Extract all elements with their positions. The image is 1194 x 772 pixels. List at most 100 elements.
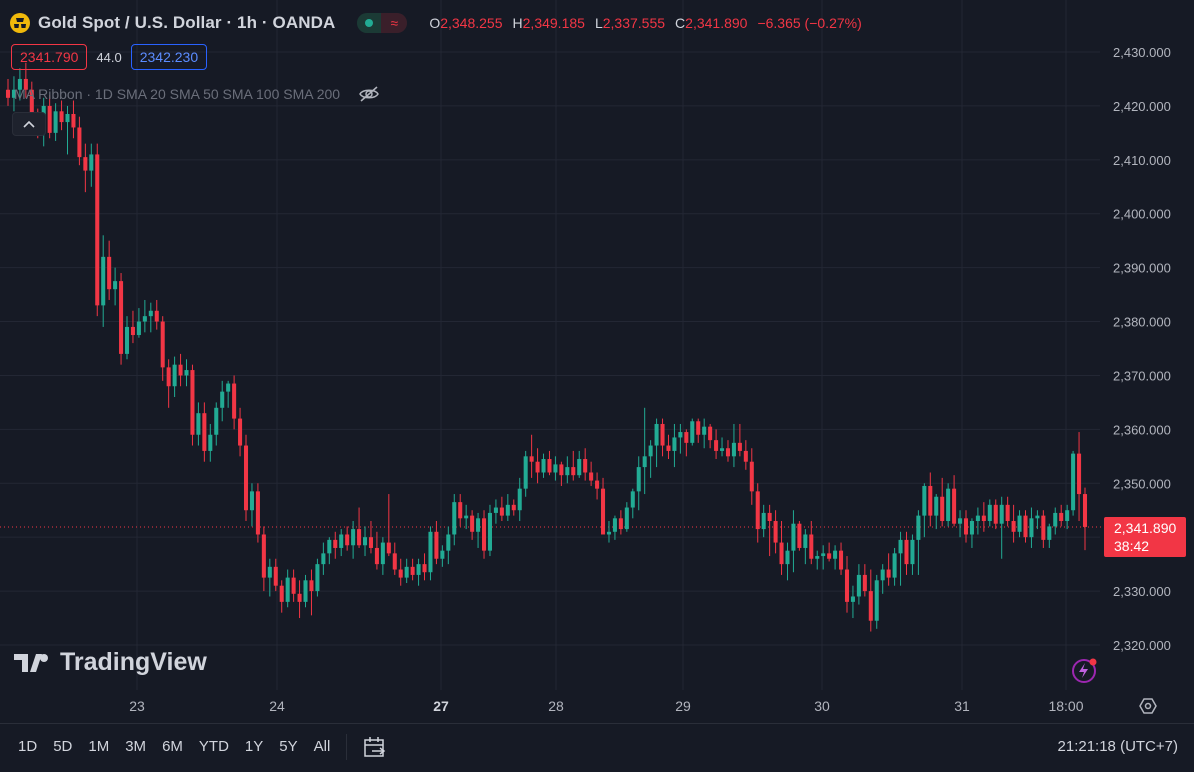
candle-body	[321, 553, 326, 565]
candle	[511, 499, 516, 516]
settings-icon[interactable]	[1138, 696, 1158, 716]
candle-body	[797, 523, 802, 548]
candle-body	[458, 502, 463, 519]
candle	[696, 418, 701, 443]
candle-body	[23, 78, 28, 90]
candle-body	[196, 413, 201, 435]
price-axis[interactable]: 2,430.000 2,420.000 2,410.000 2,400.000 2,39…	[1113, 45, 1171, 653]
range-5y[interactable]: 5Y	[279, 738, 298, 755]
open-label: O	[429, 15, 441, 31]
candle-body	[678, 432, 683, 438]
candle-body	[368, 537, 373, 548]
candle	[202, 402, 207, 462]
candle	[577, 450, 582, 478]
candle-body	[785, 550, 790, 565]
candle-body	[130, 326, 135, 336]
candle	[702, 418, 707, 449]
price-chart[interactable]: 2,430.000 2,420.000 2,410.000 2,400.000 2,39…	[0, 0, 1194, 723]
candle-body	[934, 496, 939, 516]
candle	[416, 558, 421, 586]
candle	[452, 494, 457, 546]
time-axis[interactable]: 23 24 27 28 29 30 31 18:00	[129, 698, 1084, 714]
candle	[458, 494, 463, 527]
candle-body	[880, 569, 885, 581]
candle-body	[928, 485, 933, 516]
candle	[958, 510, 963, 538]
candle-body	[595, 480, 600, 489]
y-tick-label: 2,430.000	[1113, 45, 1171, 60]
market-status-pill[interactable]: ≈	[357, 13, 408, 33]
candle-body	[470, 515, 475, 532]
candle-body	[696, 421, 701, 435]
candle-body	[940, 496, 945, 522]
range-ytd[interactable]: YTD	[198, 738, 229, 755]
range-5d[interactable]: 5D	[53, 738, 73, 755]
candle	[904, 531, 909, 575]
candle-body	[440, 550, 445, 559]
candle	[940, 477, 945, 527]
collapse-legend-button[interactable]	[12, 112, 46, 136]
candle-body	[958, 518, 963, 524]
go-to-date-icon[interactable]	[362, 736, 388, 760]
candle	[886, 553, 891, 586]
candle-body	[273, 566, 278, 586]
candle	[130, 310, 135, 344]
candle-body	[749, 461, 754, 492]
tradingview-logo[interactable]: TradingView	[14, 648, 207, 677]
candle-body	[434, 531, 439, 559]
range-1m[interactable]: 1M	[88, 738, 110, 755]
candle	[333, 531, 338, 559]
y-tick-label: 2,360.000	[1113, 422, 1171, 437]
candle	[827, 542, 832, 562]
candle	[481, 510, 487, 559]
candle	[267, 558, 272, 597]
candle	[410, 558, 415, 581]
range-1d[interactable]: 1D	[18, 738, 38, 755]
indicator-label[interactable]: MA Ribbon · 1D SMA 20 SMA 50 SMA 100 SMA…	[14, 86, 341, 102]
symbol-title[interactable]: Gold Spot / U.S. Dollar · 1h · OANDA	[38, 13, 336, 32]
candle	[791, 510, 796, 573]
candle-body	[523, 456, 528, 489]
candle	[1053, 507, 1058, 535]
candle	[535, 448, 540, 484]
x-tick-label: 24	[269, 698, 285, 714]
candle-body	[809, 534, 814, 559]
sell-button[interactable]: 2341.790	[11, 44, 88, 70]
candle-body	[624, 507, 629, 530]
buy-button[interactable]: 2342.230	[130, 44, 208, 70]
candle	[862, 564, 867, 597]
candle-body	[303, 580, 308, 602]
candle	[839, 542, 844, 575]
candle	[708, 423, 713, 449]
candle-body	[398, 569, 403, 578]
indicator-legend[interactable]: MA Ribbon · 1D SMA 20 SMA 50 SMA 100 SMA…	[14, 85, 380, 103]
candle-body	[297, 593, 302, 602]
range-all[interactable]: All	[313, 738, 331, 755]
candle-body	[136, 321, 141, 336]
lightning-alert-icon[interactable]	[1071, 657, 1097, 683]
eye-off-icon[interactable]	[358, 85, 380, 103]
candle-body	[969, 521, 974, 535]
candle-body	[642, 456, 647, 468]
range-6m[interactable]: 6M	[162, 738, 183, 755]
candle-body	[113, 281, 118, 290]
candle	[124, 316, 130, 360]
candle-body	[791, 523, 796, 551]
candle-body	[821, 553, 826, 557]
range-1y[interactable]: 1Y	[244, 738, 264, 755]
clock-timezone[interactable]: 21:21:18 (UTC+7)	[1057, 738, 1178, 755]
wave-icon: ≈	[381, 13, 408, 33]
candle-body	[601, 488, 606, 535]
candle-body	[422, 564, 427, 573]
candle	[404, 558, 409, 584]
range-3m[interactable]: 3M	[125, 738, 147, 755]
candle-body	[184, 370, 189, 376]
candle-body	[148, 310, 153, 317]
candle-body	[452, 502, 457, 535]
candle-body	[65, 113, 70, 123]
candle	[315, 558, 320, 597]
x-tick-label: 23	[129, 698, 145, 714]
symbol-header: Gold Spot / U.S. Dollar · 1h · OANDA ≈ O…	[10, 12, 862, 34]
candle	[214, 402, 219, 446]
candle-body	[660, 423, 665, 446]
